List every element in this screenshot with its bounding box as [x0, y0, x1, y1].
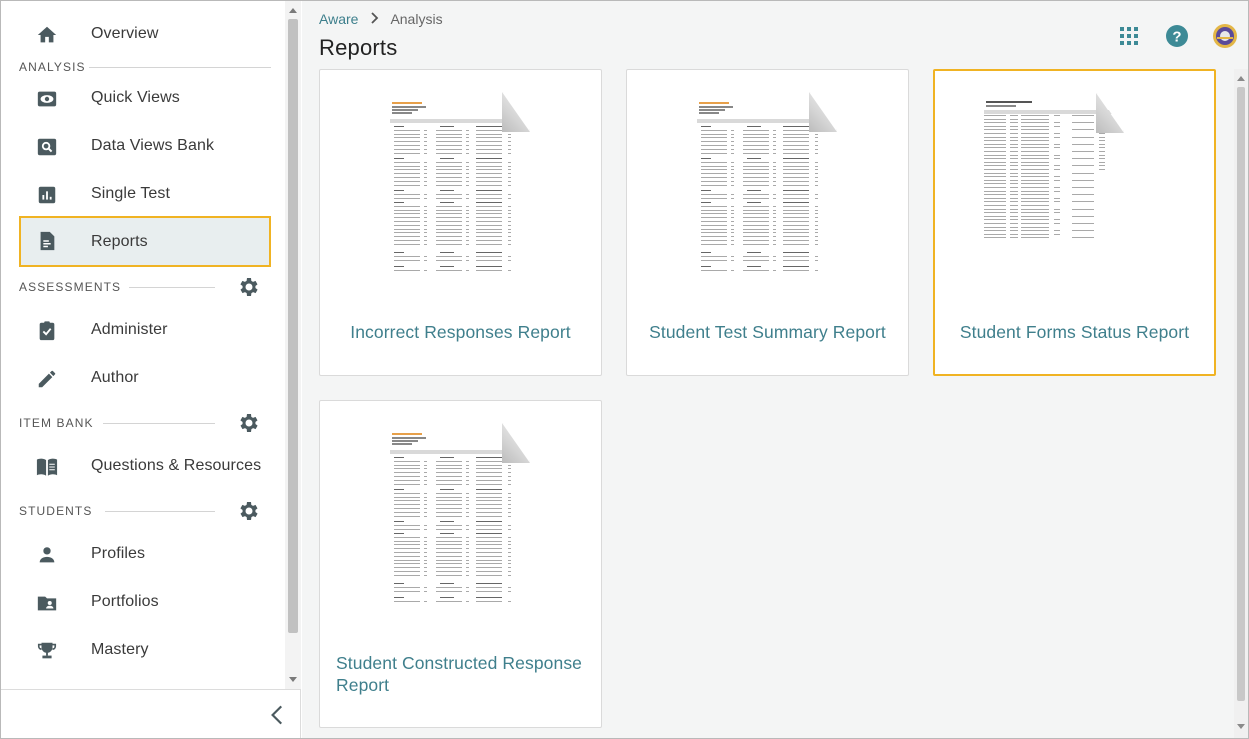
- sidebar-item-quick-views[interactable]: Quick Views: [19, 74, 271, 122]
- document-preview-icon: [380, 423, 532, 619]
- section-title: ITEM BANK: [19, 416, 94, 430]
- sidebar-item-label: Mastery: [91, 641, 149, 658]
- section-title: ASSESSMENTS: [19, 280, 122, 294]
- search-box-icon: [36, 136, 58, 158]
- pencil-icon: [36, 368, 58, 390]
- sidebar-item-label: Administer: [91, 321, 168, 338]
- apps-grid-icon[interactable]: [1116, 23, 1142, 49]
- section-analysis: ANALYSIS: [19, 57, 271, 77]
- sidebar-item-administer[interactable]: Administer: [19, 306, 271, 354]
- report-thumbnail: [380, 423, 532, 623]
- section-students: STUDENTS: [19, 501, 271, 521]
- section-assessments: ASSESSMENTS: [19, 277, 271, 297]
- report-thumbnail: [687, 92, 839, 292]
- sidebar-item-label: Profiles: [91, 545, 146, 562]
- assessments-settings-gear-icon[interactable]: [237, 275, 261, 299]
- report-title: Student Test Summary Report: [649, 322, 886, 342]
- report-thumbnail: [380, 92, 532, 292]
- main-content: Aware Analysis Reports ?: [302, 1, 1248, 738]
- section-divider: [89, 67, 271, 68]
- report-card-student-forms-status[interactable]: Student Forms Status Report: [933, 69, 1216, 376]
- report-card-incorrect-responses[interactable]: Incorrect Responses Report: [319, 69, 602, 376]
- document-preview-icon: [380, 92, 532, 288]
- sidebar-item-label: Portfolios: [91, 593, 159, 610]
- breadcrumb: Aware Analysis: [319, 11, 443, 27]
- sidebar-item-mastery[interactable]: Mastery: [19, 626, 271, 674]
- sidebar-item-single-test[interactable]: Single Test: [19, 170, 271, 218]
- bar-chart-icon: [36, 184, 58, 206]
- report-title: Student Constructed Response Report: [336, 653, 583, 695]
- sidebar-item-label: Questions & Resources: [91, 457, 262, 474]
- sidebar-item-reports[interactable]: Reports: [19, 216, 271, 267]
- trophy-icon: [36, 640, 58, 662]
- report-title: Incorrect Responses Report: [350, 322, 571, 342]
- breadcrumb-link-aware[interactable]: Aware: [319, 11, 359, 27]
- section-title: ANALYSIS: [19, 60, 86, 74]
- main-scrollbar[interactable]: [1234, 69, 1248, 738]
- sidebar-item-label: Overview: [91, 25, 159, 42]
- section-divider: [103, 423, 215, 424]
- sidebar-item-overview[interactable]: Overview: [19, 10, 271, 58]
- students-settings-gear-icon[interactable]: [237, 499, 261, 523]
- sidebar-item-label: Quick Views: [91, 89, 180, 106]
- scrollbar-thumb[interactable]: [288, 19, 298, 633]
- item-bank-settings-gear-icon[interactable]: [237, 411, 261, 435]
- sidebar-item-data-views-bank[interactable]: Data Views Bank: [19, 122, 271, 170]
- report-card-student-test-summary[interactable]: Student Test Summary Report: [626, 69, 909, 376]
- person-icon: [36, 544, 58, 566]
- document-preview-icon: [687, 92, 839, 288]
- section-divider: [105, 511, 215, 512]
- sidebar-item-label: Reports: [91, 232, 148, 250]
- sidebar-item-label: Author: [91, 369, 139, 386]
- user-avatar-icon[interactable]: [1211, 22, 1237, 48]
- breadcrumb-chevron-icon: [370, 11, 380, 27]
- section-divider: [129, 287, 215, 288]
- report-icon: [36, 230, 58, 252]
- sidebar-item-label: Single Test: [91, 185, 171, 202]
- document-preview-icon: [974, 93, 1126, 289]
- clipboard-check-icon: [36, 320, 58, 342]
- breadcrumb-current: Analysis: [390, 11, 443, 27]
- scroll-up-arrow-icon[interactable]: [1237, 76, 1245, 81]
- svg-text:?: ?: [1172, 29, 1181, 46]
- section-item-bank: ITEM BANK: [19, 413, 271, 433]
- sidebar-nav: Overview ANALYSIS Quick Views Data Views…: [1, 1, 285, 689]
- page-title: Reports: [319, 35, 398, 60]
- report-thumbnail: [974, 93, 1126, 293]
- section-title: STUDENTS: [19, 504, 93, 518]
- folder-person-icon: [36, 592, 58, 614]
- sidebar-item-label: Data Views Bank: [91, 137, 215, 154]
- sidebar-scrollbar[interactable]: [285, 1, 301, 689]
- report-card-student-constructed-response[interactable]: Student Constructed Response Report: [319, 400, 602, 728]
- book-icon: [36, 456, 58, 478]
- report-title: Student Forms Status Report: [959, 322, 1190, 342]
- sidebar-item-questions-resources[interactable]: Questions & Resources: [19, 442, 271, 490]
- scroll-up-arrow-icon[interactable]: [289, 8, 297, 13]
- home-icon: [36, 24, 58, 46]
- collapse-sidebar-chevron-left-icon[interactable]: [265, 702, 291, 728]
- scroll-down-arrow-icon[interactable]: [1237, 724, 1245, 729]
- sidebar: Overview ANALYSIS Quick Views Data Views…: [1, 1, 301, 738]
- help-icon[interactable]: ?: [1164, 23, 1190, 49]
- sidebar-item-portfolios[interactable]: Portfolios: [19, 578, 271, 626]
- scroll-down-arrow-icon[interactable]: [289, 677, 297, 682]
- sidebar-footer: [1, 689, 301, 738]
- sidebar-item-profiles[interactable]: Profiles: [19, 530, 271, 578]
- scrollbar-thumb[interactable]: [1237, 87, 1245, 701]
- sidebar-item-author[interactable]: Author: [19, 354, 271, 402]
- eye-icon: [36, 88, 58, 110]
